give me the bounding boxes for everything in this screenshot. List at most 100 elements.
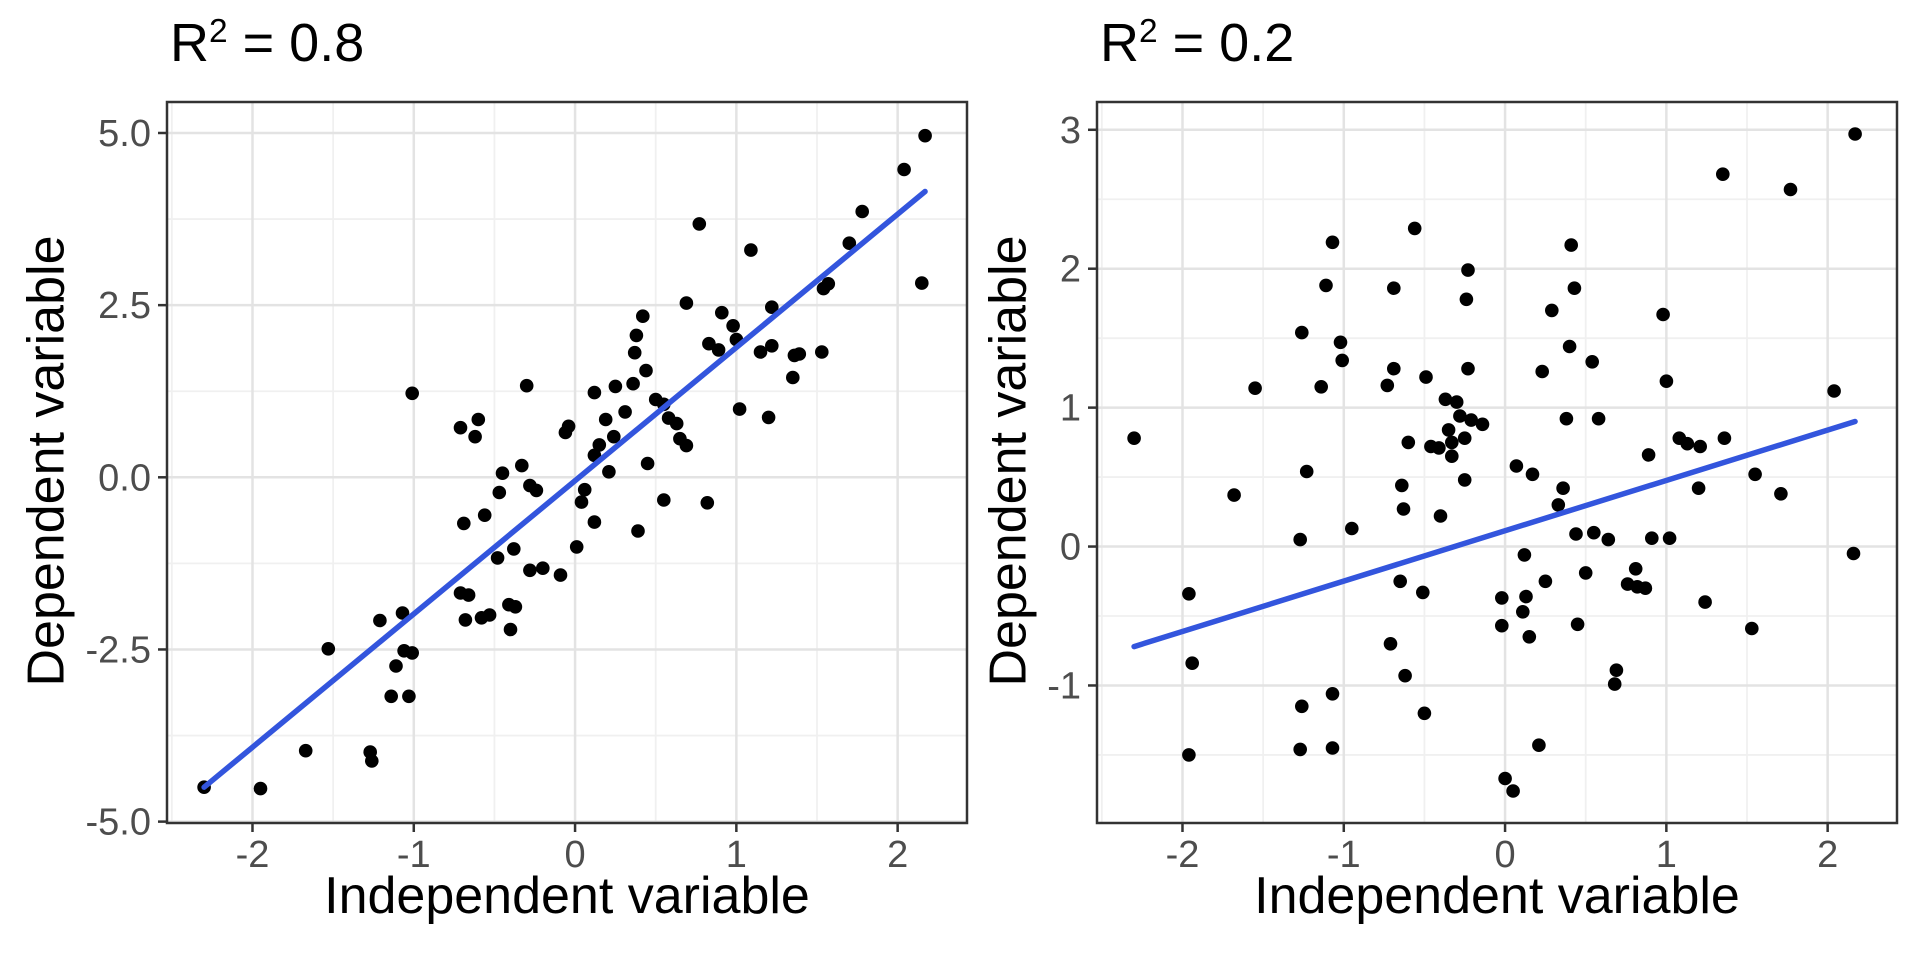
scatter-point — [1774, 487, 1788, 501]
scatter-point — [1569, 527, 1583, 541]
scatter-point — [321, 642, 336, 656]
scatter-point — [1325, 741, 1340, 755]
scatter-point — [523, 563, 537, 578]
x-axis-tick-label: 1 — [726, 834, 747, 876]
right-y-axis-label: Dependent variable — [979, 235, 1038, 687]
scatter-point — [468, 429, 482, 444]
scatter-point — [457, 516, 471, 531]
scatter-point — [1182, 587, 1196, 601]
scatter-point — [458, 613, 473, 627]
scatter-point — [636, 309, 650, 324]
scatter-point — [395, 606, 410, 620]
scatter-point — [1325, 687, 1340, 701]
y-axis-tick-label: 2.5 — [98, 285, 151, 327]
y-axis-tick-label: -2.5 — [86, 629, 151, 671]
panel-border — [1095, 100, 1899, 825]
scatter-point — [1585, 355, 1599, 369]
scatter-point — [1248, 381, 1262, 396]
scatter-point — [365, 754, 379, 768]
scatter-point — [1396, 502, 1411, 516]
scatter-point — [639, 363, 653, 378]
scatter-point — [577, 482, 592, 497]
scatter-point — [492, 485, 507, 500]
scatter-point — [1638, 581, 1653, 595]
scatter-point — [1335, 353, 1349, 368]
scatter-point — [529, 483, 544, 498]
scatter-point — [1432, 441, 1446, 455]
scatter-point — [631, 524, 645, 538]
scatter-point — [1416, 585, 1430, 600]
right-plot-title: R2 = 0.2 — [1100, 13, 1294, 73]
scatter-point — [1419, 370, 1433, 384]
scatter-point — [1609, 663, 1624, 677]
scatter-point — [1717, 431, 1732, 446]
scatter-point — [1395, 478, 1409, 493]
scatter-point — [495, 466, 510, 481]
scatter-point — [1325, 235, 1340, 250]
scatter-point — [702, 336, 716, 351]
scatter-point — [490, 551, 505, 565]
left-x-axis-label: Independent variable — [324, 867, 810, 925]
scatter-point — [1578, 566, 1593, 580]
scatter-point — [1319, 278, 1333, 293]
scatter-point — [1535, 364, 1549, 379]
right-x-axis-label: Independent variable — [1254, 867, 1740, 925]
scatter-point — [1314, 380, 1328, 394]
scatter-point — [1509, 459, 1524, 473]
scatter-point — [692, 217, 707, 231]
scatter-point — [1601, 532, 1616, 547]
scatter-point — [765, 300, 779, 315]
scatter-point — [1433, 509, 1448, 523]
y-axis-tick-label: 0 — [1060, 527, 1081, 569]
scatter-point — [405, 646, 420, 660]
scatter-point — [1127, 431, 1141, 446]
scatter-point — [855, 204, 869, 219]
scatter-point — [1716, 167, 1730, 181]
scatter-point — [503, 622, 518, 637]
scatter-point — [1387, 281, 1401, 296]
scatter-point — [915, 276, 929, 290]
scatter-point — [1745, 621, 1759, 636]
scatter-point — [1641, 448, 1656, 462]
scatter-point — [1459, 292, 1474, 307]
left-plot-title-base: R — [170, 13, 209, 73]
scatter-point — [1495, 591, 1509, 605]
x-axis-tick-label: -2 — [1166, 834, 1200, 876]
scatter-point — [815, 345, 829, 359]
y-axis-tick-label: 5.0 — [98, 113, 151, 155]
scatter-point — [1545, 303, 1559, 318]
scatter-point — [553, 568, 568, 582]
scatter-point — [1398, 668, 1412, 683]
scatter-point — [508, 600, 523, 614]
scatter-point — [1587, 525, 1601, 540]
scatter-point — [1441, 423, 1456, 437]
scatter-point — [1656, 307, 1670, 322]
scatter-point — [1295, 325, 1309, 340]
scatter-point — [1693, 439, 1707, 454]
scatter-point — [1464, 413, 1478, 427]
scatter-point — [700, 496, 715, 510]
scatter-point — [1185, 656, 1199, 670]
scatter-point — [1517, 548, 1532, 562]
x-axis-tick-label: 2 — [1817, 834, 1838, 876]
scatter-point — [1628, 562, 1643, 576]
scatter-point — [477, 508, 492, 522]
scatter-point — [1522, 630, 1537, 644]
scatter-point — [536, 561, 550, 575]
scatter-point — [1498, 771, 1512, 786]
scatter-point — [918, 128, 932, 143]
scatter-point — [1662, 531, 1677, 545]
scatter-point — [1457, 431, 1472, 446]
scatter-point — [1227, 488, 1241, 502]
y-axis-tick-label: 0.0 — [98, 457, 151, 499]
scatter-point — [1438, 392, 1453, 407]
scatter-point — [1407, 221, 1422, 236]
y-axis-tick-label: 2 — [1060, 249, 1081, 291]
scatter-point — [1783, 182, 1798, 197]
scatter-point — [1461, 263, 1475, 277]
scatter-point — [897, 162, 911, 177]
scatter-point — [744, 243, 758, 257]
scatter-point — [1495, 618, 1509, 633]
left-plot-panel-background — [167, 102, 967, 823]
